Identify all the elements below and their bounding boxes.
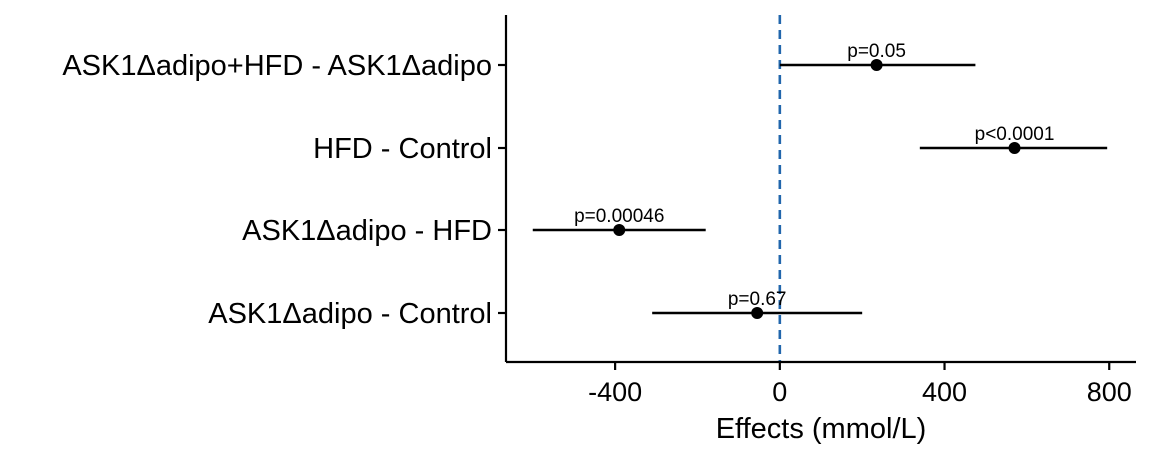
forest-row: ASK1Δadipo - HFD p=0.00046 <box>242 206 706 247</box>
estimate-point <box>1008 142 1021 154</box>
estimate-point <box>751 307 764 319</box>
x-tick-label: 800 <box>1087 377 1132 407</box>
row-label: HFD - Control <box>313 133 492 165</box>
estimate-point <box>870 59 883 71</box>
p-value-label: p<0.0001 <box>975 124 1055 145</box>
forest-row: HFD - Control p<0.0001 <box>313 124 1108 165</box>
rows-layer: ASK1Δadipo+HFD - ASK1Δadipo p=0.05 HFD - C… <box>62 41 1108 330</box>
forest-row: ASK1Δadipo - Control p=0.67 <box>208 289 863 330</box>
p-value-label: p=0.05 <box>847 41 906 62</box>
axes-layer <box>504 15 1136 364</box>
p-value-label: p=0.67 <box>728 289 787 310</box>
forest-row: ASK1Δadipo+HFD - ASK1Δadipo p=0.05 <box>62 41 976 82</box>
row-label: ASK1Δadipo+HFD - ASK1Δadipo <box>62 50 492 82</box>
row-label: ASK1Δadipo - Control <box>208 298 492 330</box>
estimate-point <box>613 224 626 236</box>
x-axis-title: Effects (mmol/L) <box>716 413 927 445</box>
x-ticks-layer: -400 0 400 800 <box>588 362 1132 407</box>
x-tick-label: -400 <box>588 377 642 407</box>
x-tick-label: 400 <box>922 377 967 407</box>
x-tick-label: 0 <box>772 377 787 407</box>
row-label: ASK1Δadipo - HFD <box>242 215 492 247</box>
p-value-label: p=0.00046 <box>574 206 664 227</box>
